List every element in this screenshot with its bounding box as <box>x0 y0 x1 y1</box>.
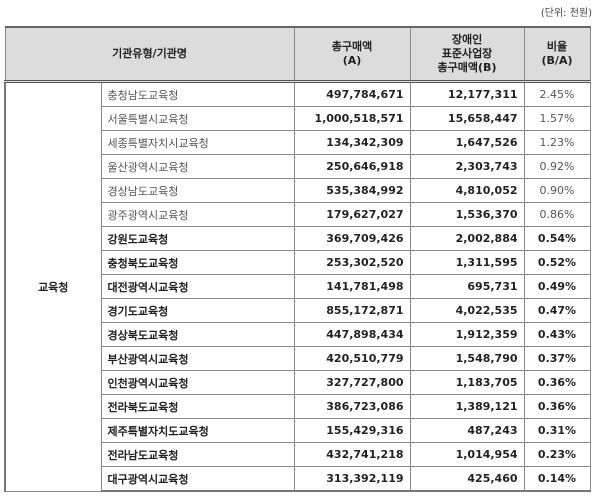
total-a: 155,429,316 <box>293 418 411 443</box>
standard-b: 2,002,884 <box>409 226 525 251</box>
header-org: 기관유형/기관명 <box>4 26 295 83</box>
standard-b: 1,389,121 <box>409 394 525 419</box>
total-a: 535,384,992 <box>293 178 411 203</box>
org-name: 경기도교육청 <box>100 298 295 323</box>
org-name: 인천광역시교육청 <box>100 370 295 395</box>
table-row: 울산광역시교육청 250,646,918 2,303,743 0.92% <box>5 154 591 179</box>
ratio: 1.57% <box>523 106 591 131</box>
ratio: 0.47% <box>523 298 591 323</box>
table-row: 세종특별자치시교육청 134,342,309 1,647,526 1.23% <box>5 130 591 155</box>
org-name: 경상남도교육청 <box>100 178 295 203</box>
total-a: 432,741,218 <box>293 442 411 467</box>
standard-b: 4,810,052 <box>409 178 525 203</box>
table-row: 인천광역시교육청 327,727,800 1,183,705 0.36% <box>5 370 591 395</box>
ratio: 0.52% <box>523 250 591 275</box>
org-name: 전라남도교육청 <box>100 442 295 467</box>
ratio: 1.23% <box>523 130 591 155</box>
standard-b: 425,460 <box>409 466 525 492</box>
ratio: 0.43% <box>523 322 591 347</box>
ratio: 0.90% <box>523 178 591 203</box>
total-a: 327,727,800 <box>293 370 411 395</box>
header-total-a: 총구매액 (A) <box>293 26 411 83</box>
total-a: 179,627,027 <box>293 202 411 227</box>
ratio: 0.92% <box>523 154 591 179</box>
total-a: 447,898,434 <box>293 322 411 347</box>
total-a: 134,342,309 <box>293 130 411 155</box>
header-ratio: 비율 (B/A) <box>523 26 591 83</box>
ratio: 0.31% <box>523 418 591 443</box>
org-name: 광주광역시교육청 <box>100 202 295 227</box>
org-name: 세종특별자치시교육청 <box>100 130 295 155</box>
org-name: 충청북도교육청 <box>100 250 295 275</box>
standard-b: 1,912,359 <box>409 322 525 347</box>
total-a: 1,000,518,571 <box>293 106 411 131</box>
org-name: 경상북도교육청 <box>100 322 295 347</box>
table-row: 교육청 충청남도교육청 497,784,671 12,177,311 2.45% <box>4 81 591 492</box>
total-a: 141,781,498 <box>293 274 411 299</box>
total-a: 497,784,671 <box>293 81 411 107</box>
standard-b: 695,731 <box>409 274 525 299</box>
table-row: 광주광역시교육청 179,627,027 1,536,370 0.86% <box>5 202 591 227</box>
standard-b: 4,022,535 <box>409 298 525 323</box>
org-name: 강원도교육청 <box>100 226 295 251</box>
standard-b: 1,536,370 <box>409 202 525 227</box>
table-row: 경상남도교육청 535,384,992 4,810,052 0.90% <box>5 178 591 203</box>
total-a: 369,709,426 <box>293 226 411 251</box>
table-row: 대전광역시교육청 141,781,498 695,731 0.49% <box>5 274 591 299</box>
total-a: 855,172,871 <box>293 298 411 323</box>
table-row: 강원도교육청 369,709,426 2,002,884 0.54% <box>5 226 591 251</box>
total-a: 420,510,779 <box>293 346 411 371</box>
standard-b: 12,177,311 <box>409 81 525 107</box>
ratio: 0.36% <box>523 394 591 419</box>
org-name: 충청남도교육청 <box>100 81 295 107</box>
org-name: 부산광역시교육청 <box>100 346 295 371</box>
table-row: 부산광역시교육청 420,510,779 1,548,790 0.37% <box>5 346 591 371</box>
org-name: 대구광역시교육청 <box>100 466 295 492</box>
org-name: 제주특별자치도교육청 <box>100 418 295 443</box>
org-name: 전라북도교육청 <box>100 394 295 419</box>
ratio: 0.23% <box>523 442 591 467</box>
standard-b: 15,658,447 <box>409 106 525 131</box>
ratio: 0.14% <box>523 466 591 492</box>
standard-b: 1,311,595 <box>409 250 525 275</box>
standard-b: 487,243 <box>409 418 525 443</box>
ratio: 0.36% <box>523 370 591 395</box>
standard-b: 1,014,954 <box>409 442 525 467</box>
org-name: 대전광역시교육청 <box>100 274 295 299</box>
ratio: 0.54% <box>523 226 591 251</box>
table-row: 서울특별시교육청 1,000,518,571 15,658,447 1.57% <box>5 106 591 131</box>
total-a: 253,302,520 <box>293 250 411 275</box>
org-name: 서울특별시교육청 <box>100 106 295 131</box>
ratio: 0.37% <box>523 346 591 371</box>
standard-b: 2,303,743 <box>409 154 525 179</box>
standard-b: 1,647,526 <box>409 130 525 155</box>
table-row: 충청북도교육청 253,302,520 1,311,595 0.52% <box>5 250 591 275</box>
purchase-table: 기관유형/기관명 총구매액 (A) 장애인 표준사업장 총구매액(B) 비율 (… <box>4 26 591 492</box>
table-row: 전라남도교육청 432,741,218 1,014,954 0.23% <box>5 442 591 467</box>
header-standard-b: 장애인 표준사업장 총구매액(B) <box>409 26 525 83</box>
total-a: 250,646,918 <box>293 154 411 179</box>
unit-label: (단위: 천원) <box>540 8 592 19</box>
table-row: 대구광역시교육청 313,392,119 425,460 0.14% <box>5 466 591 492</box>
total-a: 313,392,119 <box>293 466 411 492</box>
ratio: 0.49% <box>523 274 591 299</box>
ratio: 0.86% <box>523 202 591 227</box>
total-a: 386,723,086 <box>293 394 411 419</box>
header-row: 기관유형/기관명 총구매액 (A) 장애인 표준사업장 총구매액(B) 비율 (… <box>4 26 591 83</box>
standard-b: 1,548,790 <box>409 346 525 371</box>
org-name: 울산광역시교육청 <box>100 154 295 179</box>
org-type-cell: 교육청 <box>4 81 102 492</box>
ratio: 2.45% <box>523 81 591 107</box>
standard-b: 1,183,705 <box>409 370 525 395</box>
